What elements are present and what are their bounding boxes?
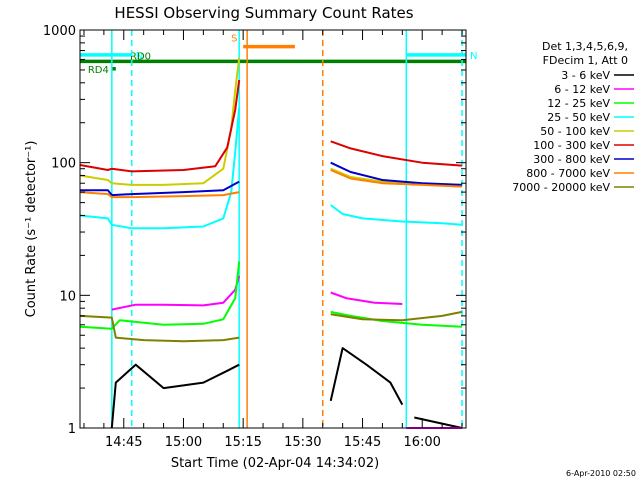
series-line-5-segment-1 (330, 140, 463, 167)
series-line-6-segment-1 (330, 161, 463, 186)
legend-entry-label: 100 - 300 keV (533, 139, 610, 152)
series-lines (79, 57, 463, 429)
series-line-0-segment-2 (414, 416, 463, 429)
series-line-7-segment-0 (79, 191, 240, 199)
legend-entry-label: 12 - 25 keV (547, 97, 610, 110)
x-tick-label: 16:00 (403, 435, 440, 450)
legend-header-line: FDecim 1, Att 0 (543, 54, 628, 67)
x-tick-label: 15:30 (284, 435, 321, 450)
footer-timestamp: 6-Apr-2010 02:50 (566, 469, 636, 478)
series-line-5-segment-0 (79, 79, 241, 173)
y-tick-label: 1000 (43, 24, 76, 39)
flag-label-rd0: RD0 (130, 51, 151, 62)
flag-label-s: S (231, 34, 237, 45)
series-line-4-segment-0 (79, 57, 241, 186)
axes: 1 10 100 1000 14:45 15:00 15:15 15:30 15:45 16:00 (43, 24, 467, 450)
legend-entry-label: 25 - 50 keV (547, 111, 610, 124)
series-line-2-segment-1 (330, 310, 463, 328)
y-axis-label: Count Rate (s⁻¹ detector⁻¹) (24, 141, 39, 318)
legend-header-line: Det 1,3,4,5,6,9, (542, 40, 628, 53)
series-line-0-segment-1 (329, 347, 404, 406)
flag-label-n: N (470, 51, 477, 62)
series-line-1-segment-0 (111, 275, 241, 311)
series-line-0-segment-0 (110, 363, 240, 429)
series-line-6-segment-0 (80, 180, 240, 197)
y-tick-label: 10 (59, 289, 76, 304)
legend-entry-label: 3 - 6 keV (561, 69, 610, 82)
legend-entry-label: 7000 - 20000 keV (512, 181, 610, 194)
x-tick-label: 15:00 (165, 435, 202, 450)
series-line-1-segment-1 (330, 291, 403, 305)
legend-entry-label: 800 - 7000 keV (526, 167, 610, 180)
legend: Det 1,3,4,5,6,9,FDecim 1, Att 0 3 - 6 keV… (512, 40, 634, 194)
legend-entry-label: 6 - 12 keV (554, 83, 610, 96)
x-tick-label: 14:45 (105, 435, 142, 450)
x-axis-label: Start Time (02-Apr-04 14:34:02) (171, 456, 379, 471)
legend-entry-label: 300 - 800 keV (533, 153, 610, 166)
flag-label-n: N (136, 51, 143, 62)
series-line-8-segment-0 (79, 314, 240, 343)
plot-frame (79, 29, 467, 429)
legend-entry-label: 50 - 100 keV (540, 125, 610, 138)
series-line-8-segment-1 (330, 310, 463, 322)
chart-title: HESSI Observing Summary Count Rates (114, 4, 413, 22)
series-line-3-segment-0 (79, 107, 241, 230)
y-tick-label: 100 (51, 157, 76, 172)
x-tick-label: 15:15 (224, 435, 261, 450)
y-tick-label: 1 (68, 422, 76, 437)
series-line-3-segment-1 (330, 204, 463, 226)
series-line-2-segment-0 (79, 261, 241, 330)
x-tick-label: 15:45 (344, 435, 381, 450)
event-lines (111, 30, 463, 428)
flag-label-rd4: RD4 (88, 65, 109, 76)
series-line-7-segment-1 (330, 169, 463, 188)
